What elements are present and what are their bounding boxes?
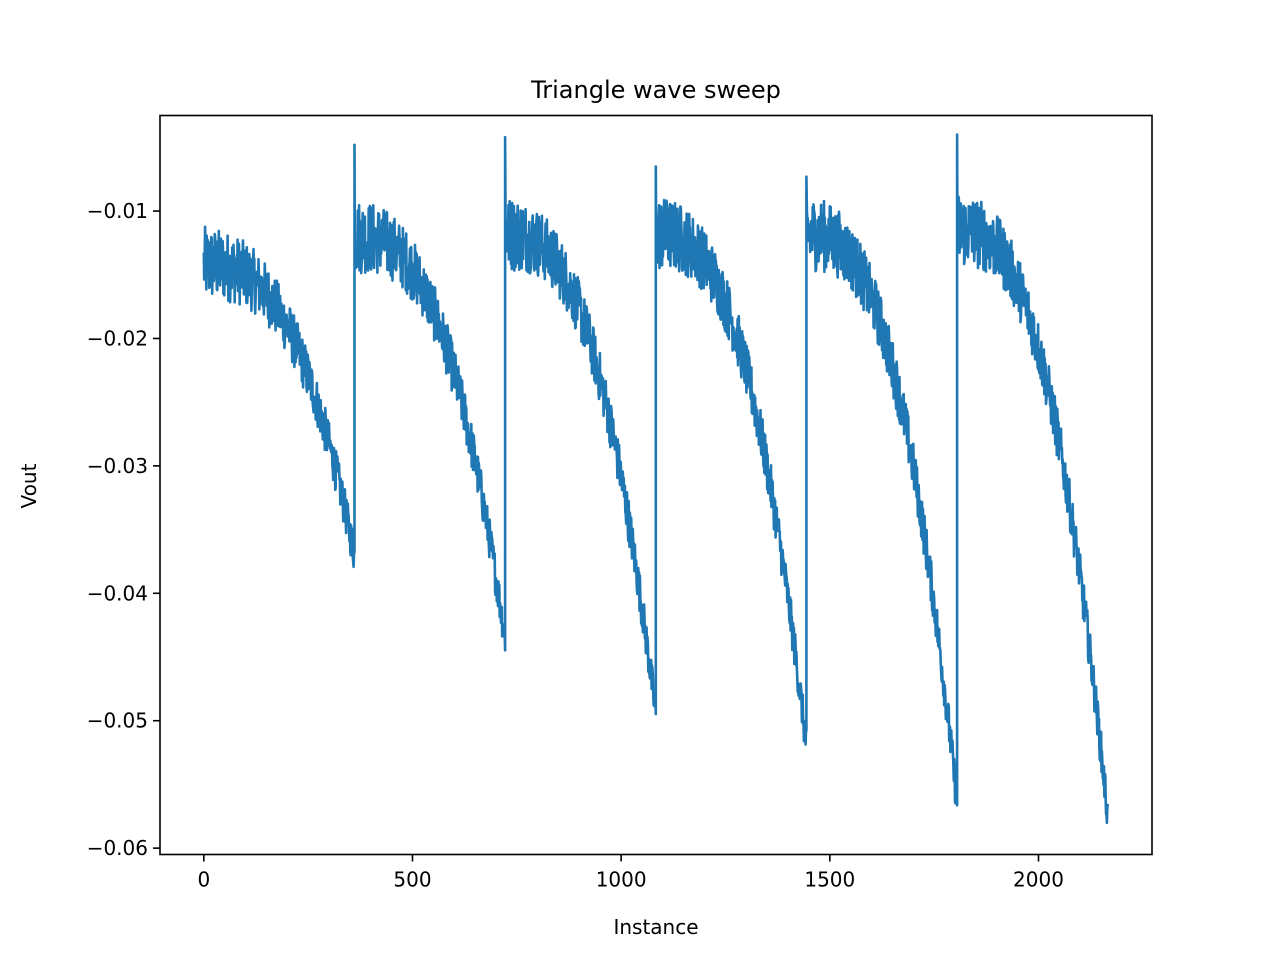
x-tick-label: 500 <box>393 868 431 892</box>
chart-title: Triangle wave sweep <box>530 76 781 104</box>
x-tick-label: 2000 <box>1013 868 1064 892</box>
y-tick-label: −0.05 <box>87 709 148 733</box>
x-tick-label: 1500 <box>804 868 855 892</box>
y-tick-label: −0.02 <box>87 326 148 350</box>
x-axis-title: Instance <box>613 915 698 939</box>
x-tick-label: 0 <box>197 868 210 892</box>
y-tick-label: −0.03 <box>87 454 148 478</box>
y-tick-label: −0.01 <box>87 199 148 223</box>
y-axis-title: Vout <box>17 463 41 508</box>
x-tick-label: 1000 <box>596 868 647 892</box>
y-tick-label: −0.06 <box>87 836 148 860</box>
y-tick-label: −0.04 <box>87 581 148 605</box>
